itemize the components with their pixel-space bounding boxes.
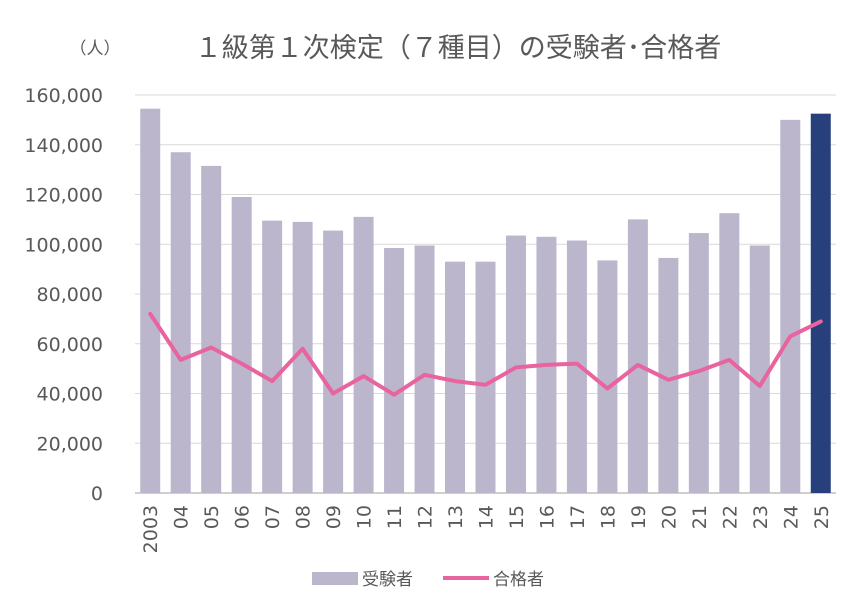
x-tick-label: 10 xyxy=(354,505,376,529)
x-tick-label: 20 xyxy=(658,505,680,529)
y-tick-label: 160,000 xyxy=(24,85,103,107)
x-tick-label: 17 xyxy=(567,505,589,529)
y-tick-label: 0 xyxy=(91,483,103,505)
bar xyxy=(810,113,831,493)
chart-title: １級第１次検定（７種目）の受験者･合格者 xyxy=(195,33,722,64)
bar xyxy=(323,230,344,493)
legend: 受験者 合格者 xyxy=(312,570,544,590)
x-tick-label: 04 xyxy=(171,505,193,529)
bar xyxy=(384,247,405,493)
x-tick-label: 23 xyxy=(750,505,772,529)
bar xyxy=(505,235,526,493)
line-series-path xyxy=(148,311,823,397)
y-tick-label: 80,000 xyxy=(37,284,103,306)
bar xyxy=(688,233,709,493)
bar xyxy=(749,245,770,493)
y-axis-tick-labels: 0 20,000 40,000 60,000 80,000 100,000 120,000 1… xyxy=(24,85,103,505)
x-axis-tick-labels: 2003 04 05 06 07 08 09 10 11 12 13 14 15 16 17 18 19 20 21… xyxy=(140,505,833,553)
bar xyxy=(231,196,252,494)
x-tick-label: 11 xyxy=(384,505,406,529)
legend-swatch-bar xyxy=(312,572,358,585)
bar xyxy=(597,260,618,493)
bar xyxy=(262,220,283,493)
y-unit-label: （人） xyxy=(70,39,121,59)
bar xyxy=(627,219,648,493)
y-tick-label: 60,000 xyxy=(37,334,103,356)
bar xyxy=(201,165,222,494)
legend-label-bar: 受験者 xyxy=(362,570,413,590)
y-tick-label: 100,000 xyxy=(24,234,103,256)
y-tick-label: 140,000 xyxy=(24,135,103,157)
y-tick-label: 20,000 xyxy=(37,433,103,455)
line-series xyxy=(148,311,823,397)
legend-label-line: 合格者 xyxy=(493,570,544,590)
bar xyxy=(170,152,191,493)
x-tick-label: 24 xyxy=(780,505,802,529)
x-tick-label: 06 xyxy=(232,505,254,529)
bar xyxy=(140,108,161,494)
bar xyxy=(566,240,587,493)
bar xyxy=(292,221,313,494)
x-tick-label: 2003 xyxy=(140,505,162,553)
bar xyxy=(353,216,374,493)
x-tick-label: 25 xyxy=(811,505,833,529)
x-tick-label: 15 xyxy=(506,505,528,529)
x-tick-label: 16 xyxy=(536,505,558,529)
bar xyxy=(658,257,679,493)
y-tick-label: 120,000 xyxy=(24,185,103,207)
bar xyxy=(719,213,740,493)
x-tick-label: 22 xyxy=(719,505,741,529)
x-tick-label: 07 xyxy=(262,505,284,529)
bar xyxy=(780,119,801,493)
x-tick-label: 21 xyxy=(689,505,711,529)
bar-series xyxy=(140,108,831,494)
x-tick-label: 18 xyxy=(597,505,619,529)
x-tick-label: 14 xyxy=(476,505,498,529)
y-tick-label: 40,000 xyxy=(37,384,103,406)
bar xyxy=(445,261,466,493)
x-tick-label: 19 xyxy=(628,505,650,529)
x-tick-label: 08 xyxy=(293,505,315,529)
x-tick-label: 13 xyxy=(445,505,467,529)
bar xyxy=(475,261,496,493)
bar xyxy=(414,245,435,493)
x-tick-label: 05 xyxy=(201,505,223,529)
x-tick-label: 12 xyxy=(415,505,437,529)
x-tick-label: 09 xyxy=(323,505,345,529)
